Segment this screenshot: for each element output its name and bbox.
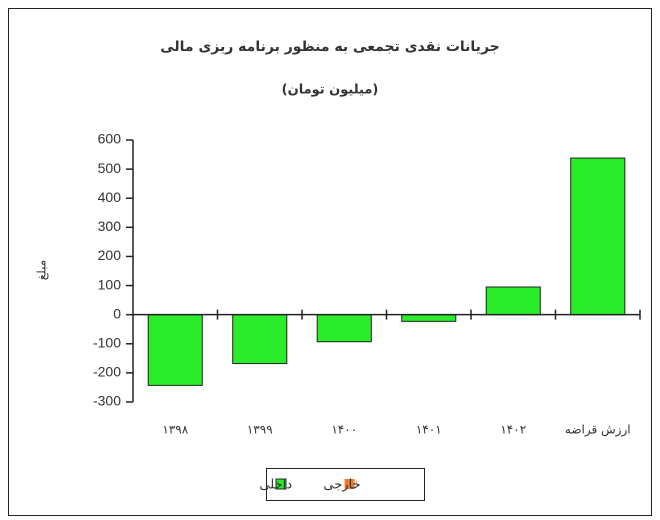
y-tick-label: 300 <box>98 218 122 234</box>
legend-swatch <box>275 478 287 490</box>
bar <box>147 314 203 386</box>
chart-title: جریانات نقدی تجمعی به منظور برنامه ریزی … <box>160 39 500 55</box>
x-tick-label: ۱۳۹۸ <box>162 423 188 437</box>
bar <box>232 314 288 365</box>
legend-label: داخلی <box>259 478 292 493</box>
y-tick-label: 600 <box>98 131 122 147</box>
legend-label: خارجی <box>323 478 360 493</box>
y-tick-label: -200 <box>93 364 121 380</box>
x-tick-label: ۱۴۰۱ <box>416 423 442 437</box>
bar <box>401 314 457 322</box>
x-tick-label: ۱۴۰۲ <box>500 423 526 437</box>
y-tick-label: -300 <box>93 393 121 409</box>
y-tick-label: -100 <box>93 334 121 350</box>
chart-frame <box>8 8 652 516</box>
y-tick-label: 500 <box>98 160 122 176</box>
bar <box>316 314 372 343</box>
bar <box>485 286 541 316</box>
y-tick-label: 100 <box>98 276 122 292</box>
chart-subtitle: (میلیون تومان) <box>282 83 379 98</box>
bar <box>570 157 626 316</box>
x-tick-label: ارزش قراضه <box>565 423 631 438</box>
y-tick-label: 400 <box>98 189 122 205</box>
y-axis-label: مبلغ <box>35 260 49 280</box>
legend-swatch <box>344 479 355 489</box>
x-tick-label: ۱۴۰۰ <box>331 423 357 437</box>
y-tick-label: 200 <box>98 247 122 263</box>
y-tick-label: 0 <box>113 305 121 321</box>
x-tick-label: ۱۳۹۹ <box>247 423 273 437</box>
